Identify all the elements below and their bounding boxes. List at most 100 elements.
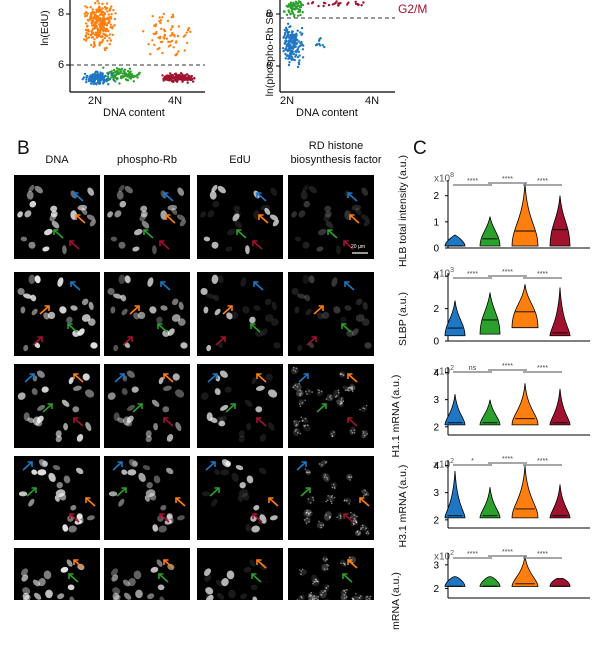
nucleus [251,525,261,534]
nucleus [294,306,299,313]
nucleus [28,242,35,249]
speckle [298,383,300,385]
speckle [327,568,329,570]
scatter-point [328,4,330,6]
scatter-point [154,25,156,27]
nucleus [356,594,364,600]
scatter-point [93,41,95,43]
scatter-point [288,64,290,66]
scatter-point [169,41,171,43]
speckle [307,472,309,474]
speckle [362,525,364,527]
scatter-point [151,39,153,41]
scatter-point [171,80,173,82]
scatter-point [300,34,302,36]
nucleus [237,434,246,443]
speckle [348,503,350,505]
cell-arrow [345,282,354,290]
scatter-point [112,9,114,11]
nucleus [159,504,167,512]
nucleus [302,242,309,249]
nucleus [292,427,301,437]
speckle [331,502,333,504]
scatter-point [187,82,189,84]
speckle [364,494,366,496]
nucleus [142,464,151,471]
speckle [318,596,320,598]
nucleus [30,308,38,317]
violin-2 [512,555,538,586]
speckle [325,560,327,562]
nucleus [82,373,91,382]
scatter-point [103,30,105,32]
nucleus [213,468,221,476]
cell-arrow [86,498,95,506]
scatter-point [90,30,92,32]
micrograph-tile [197,272,283,356]
cell-arrow [144,230,153,238]
scatter-point [294,51,296,53]
speckle [340,562,342,564]
nucleus [153,475,162,485]
violin-2 [512,465,538,517]
col-header-dna: DNA [14,154,100,166]
speckle [369,598,371,600]
scatter-point [118,73,120,75]
nucleus [159,596,166,600]
nucleus [297,398,305,406]
scatter-point [347,2,349,4]
scatter-point [98,6,100,8]
scatter-point [172,14,174,16]
nucleus [160,304,169,311]
scatter-point [160,28,162,30]
nucleus [58,305,68,315]
col-header-phospho-rb: phospho-Rb [104,154,190,166]
scatter-point [307,2,309,4]
nucleus [68,584,75,590]
scatter-point [288,31,290,33]
significance-label: **** [537,365,548,372]
scatter-point [90,18,92,20]
scatter-point [103,12,105,14]
scatter-point [85,81,87,83]
nucleus [144,434,153,443]
nucleus [20,236,27,242]
scatter-point [294,45,296,47]
speckle [340,373,342,375]
speckle [364,489,366,491]
scatter-point [97,16,99,18]
scatter-point [288,61,290,63]
cell-arrow [237,230,246,238]
micrograph-tile [288,548,374,600]
violin-chart: 432********* [433,456,590,528]
scatter-point [172,76,174,78]
scatter-point [192,80,194,82]
nucleus [123,184,134,194]
scatter-point [323,2,325,4]
nucleus [211,242,218,249]
speckle [366,596,368,598]
scatter-point [163,29,165,31]
speckle [366,405,368,407]
scatter-point [285,57,287,59]
nucleus [152,245,157,254]
violin-ytick-label: 2 [433,422,439,433]
speckle [364,408,366,410]
nucleus [225,246,233,253]
speckle [344,499,346,501]
scatter-point [99,31,101,33]
nucleus [27,498,36,508]
nucleus [60,566,69,574]
speckle [355,520,357,522]
micrograph-tile [197,456,283,540]
cell-arrow [348,374,357,382]
speckle [316,580,318,582]
scatter-point [128,73,130,75]
scatter-point [90,6,92,8]
speckle [366,433,368,435]
scatter-point [106,10,108,12]
cell-arrow [269,498,278,506]
scatter-point [293,53,295,55]
nucleus [155,558,163,567]
significance-label: **** [467,551,478,558]
